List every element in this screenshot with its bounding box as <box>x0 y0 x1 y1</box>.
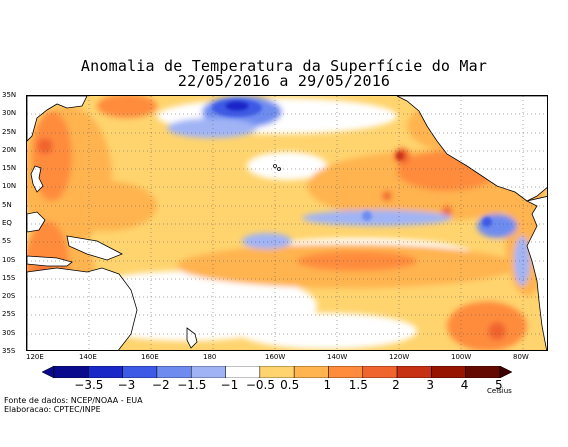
colorbar-tick-label: −1.5 <box>177 378 207 392</box>
colorbar-tick-label: 3 <box>426 378 435 392</box>
lon-label: 80W <box>513 353 529 361</box>
lat-label: 10N <box>2 182 17 191</box>
colorbar-swatch <box>396 366 432 378</box>
colorbar-tick-label: 1.5 <box>348 378 368 392</box>
colorbar-swatch <box>362 366 398 378</box>
colorbar-swatch <box>225 366 261 378</box>
lat-label: 25N <box>2 127 17 136</box>
colorbar-tick-label: 4 <box>460 378 469 392</box>
colorbar-max-arrow <box>499 366 512 378</box>
lon-label: 160E <box>141 353 159 361</box>
colorbar-tick-label: 0.5 <box>280 378 300 392</box>
lon-label: 140W <box>327 353 348 361</box>
colorbar-swatch <box>190 366 226 378</box>
colorbar-swatch <box>122 366 158 378</box>
lat-label: 35S <box>2 347 16 355</box>
lat-label: 20N <box>2 145 17 154</box>
data-source: Fonte de dados: NCEP/NOAA - EUA <box>4 396 143 405</box>
colorbar-swatch <box>53 366 89 378</box>
lat-label: 5S <box>2 237 11 246</box>
map-title: Anomalia de Temperatura da Superfície do… <box>80 57 488 75</box>
colorbar-tick-label: −1 <box>220 378 239 392</box>
lon-label: 120W <box>389 353 410 361</box>
colorbar-swatch <box>431 366 466 378</box>
lon-label: 180 <box>203 353 217 361</box>
lon-label: 160W <box>265 353 286 361</box>
colorbar-tick-label: 2 <box>392 378 400 392</box>
colorbar-swatch <box>88 366 123 378</box>
lat-label: EQ <box>2 219 12 227</box>
sst-anomaly-map <box>26 95 548 351</box>
colorbar-min-arrow <box>42 366 55 378</box>
colorbar-tick-label: −3.5 <box>74 378 104 392</box>
lat-label: 35N <box>2 91 17 99</box>
map-canvas <box>27 96 547 350</box>
lat-label: 5N <box>2 200 12 209</box>
lat-label: 20S <box>2 292 16 301</box>
colorbar-tick-label: 1 <box>323 378 332 392</box>
colorbar-swatch <box>465 366 501 378</box>
colorbar-tick-label: 5 <box>495 378 503 392</box>
lat-label: 10S <box>2 255 16 264</box>
lat-label: 15S <box>2 273 16 282</box>
lon-label: 140E <box>79 353 97 361</box>
colorbar-tick-label: −2 <box>151 378 170 392</box>
lat-label: 30S <box>2 328 16 337</box>
colorbar-swatch <box>259 366 295 378</box>
colorbar-swatch <box>156 366 192 378</box>
lat-label: 25S <box>2 310 16 319</box>
lon-label: 100W <box>451 353 472 361</box>
map-date-range: 22/05/2016 a 29/05/2016 <box>177 72 391 90</box>
colorbar-swatch <box>293 366 329 378</box>
colorbar-unit: Celsius <box>487 387 512 395</box>
colorbar-swatch <box>328 366 364 378</box>
colorbar-tick-label: −0.5 <box>245 378 275 392</box>
lat-label: 30N <box>2 109 17 118</box>
colorbar-tick-label: −3 <box>117 378 136 392</box>
credits: Elaboracao: CPTEC/INPE <box>4 405 101 414</box>
lon-label: 120E <box>26 353 44 361</box>
grid <box>27 96 547 350</box>
colorbar <box>42 366 512 378</box>
lat-label: 15N <box>2 164 17 173</box>
land-outlines <box>27 96 547 350</box>
